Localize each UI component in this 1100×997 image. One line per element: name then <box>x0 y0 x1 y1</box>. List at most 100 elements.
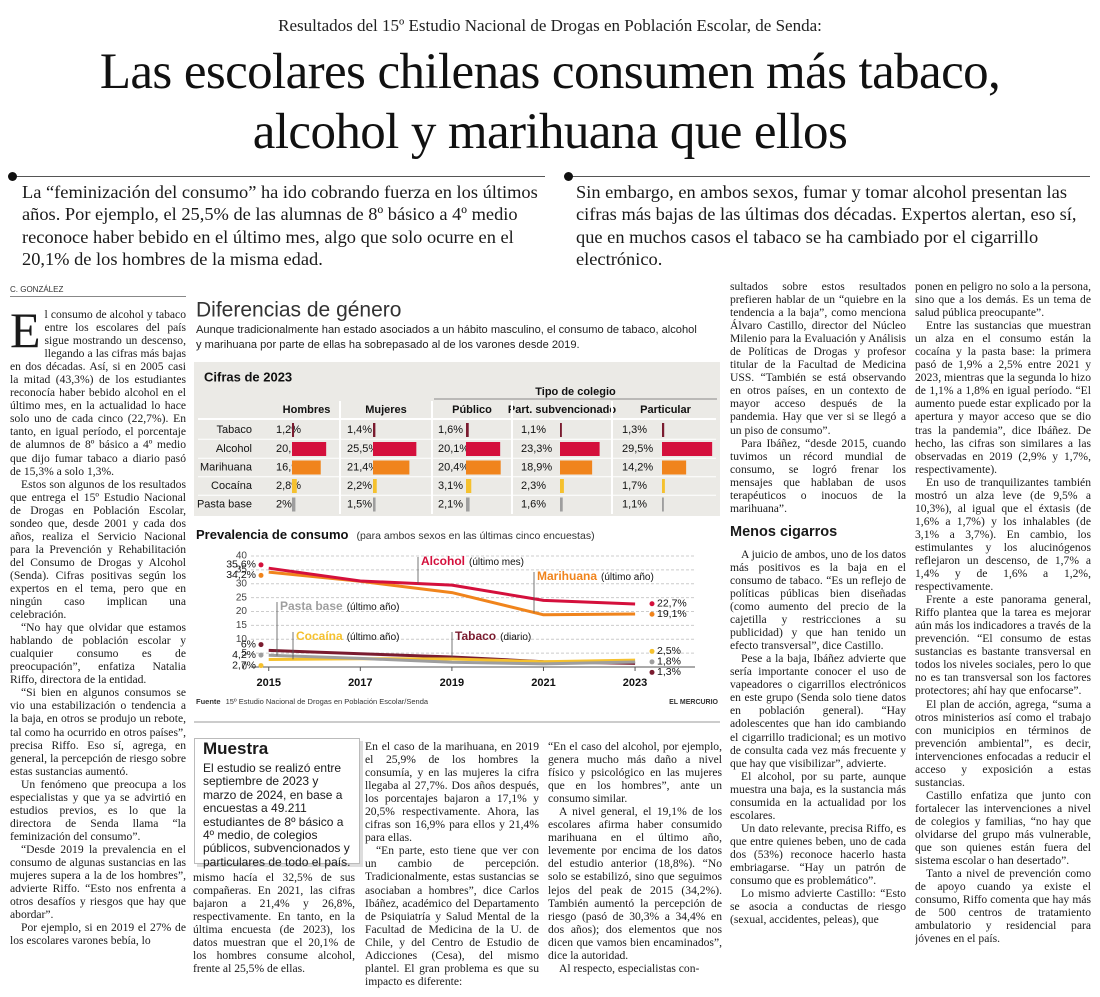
value-label: 1,3% <box>657 666 681 678</box>
article-column: sultados sobre estos resultados prefiere… <box>730 280 906 990</box>
bar <box>560 460 593 475</box>
value-label: 1,5% <box>347 498 372 510</box>
article-column: “En el caso del alcohol, por ejemplo, ge… <box>548 740 722 990</box>
headline: alcohol y marihuana que ellos <box>252 104 848 160</box>
source-label: Fuente <box>196 697 221 706</box>
series-period: (último año) <box>347 632 400 643</box>
paragraph: En el caso de la marihuana, en 2019 el 2… <box>365 740 539 845</box>
label-bullet <box>258 562 264 568</box>
column-header: Hombres <box>283 404 331 416</box>
y-tick-label: 15 <box>236 620 248 631</box>
value-label: 22,7% <box>657 598 687 610</box>
series-name: Tabaco <box>455 629 496 643</box>
label-bullet <box>258 652 264 658</box>
value-label: 2,2% <box>347 480 372 492</box>
column-header: Particular <box>640 404 691 416</box>
value-label: 1,1% <box>521 424 546 436</box>
label-bullet <box>258 572 264 578</box>
series-annotation: Cocaína (último año) <box>296 629 400 643</box>
value-label: 3,1% <box>438 480 463 492</box>
value-label: 21,4% <box>347 461 378 473</box>
chart-title-text: Prevalencia de consumo <box>196 527 349 542</box>
column-header: Part. subvencionado <box>508 404 616 416</box>
paragraph: “Si bien en algunos consumos se vio una … <box>10 686 186 778</box>
bar <box>373 479 377 493</box>
bar <box>560 497 563 512</box>
bar <box>373 497 376 512</box>
paragraph: Lo mismo advierte Castillo: “Esto se aso… <box>730 887 906 927</box>
series-annotation: Alcohol (último mes) <box>421 554 524 568</box>
bar <box>292 479 297 493</box>
value-label: 29,5% <box>622 443 653 455</box>
value-label: 1,6% <box>438 424 463 436</box>
paragraph: El plan de acción, agrega, “suma a otros… <box>915 697 1091 789</box>
article-column: En el caso de la marihuana, en 2019 el 2… <box>365 740 539 990</box>
paragraph: Frente a este panorama general, Riffo pl… <box>915 593 1091 698</box>
paragraph: ponen en peligro no solo a la persona, s… <box>915 280 1091 320</box>
series-line <box>268 566 636 606</box>
label-bullet <box>649 648 655 654</box>
series-period: (último año) <box>601 572 654 583</box>
value-label: 1,8% <box>657 656 681 668</box>
deck: Sin embargo, en ambos sexos, fumar y tom… <box>576 182 1077 269</box>
bar <box>662 460 687 475</box>
value-label: 1,3% <box>622 424 647 436</box>
bar <box>466 479 472 493</box>
value-label: 20,1% <box>438 443 469 455</box>
byline: C. GONZÁLEZ <box>10 285 186 297</box>
paragraph: En uso de tranquilizantes también mostró… <box>915 475 1091 594</box>
bar <box>292 442 327 456</box>
paragraph: Tanto a nivel de prevención como de apoy… <box>915 867 1091 946</box>
bar <box>560 479 564 493</box>
table-title: Cifras de 2023 <box>204 369 292 384</box>
y-tick-label: 20 <box>236 606 248 617</box>
chart-title: Prevalencia de consumo (para ambos sexos … <box>196 527 595 542</box>
bar <box>466 423 469 437</box>
paragraph: Castillo enfatiza que junto con fortalec… <box>915 788 1091 868</box>
paragraph: A juicio de ambos, uno de los datos más … <box>730 547 906 653</box>
row-label: Marihuana <box>200 461 253 473</box>
series-name: Alcohol <box>421 554 465 568</box>
rule <box>568 176 1090 177</box>
label-bullet <box>649 601 655 607</box>
drop-cap: E <box>10 308 41 358</box>
paragraph: Por ejemplo, si en 2019 el 27% de los es… <box>10 921 186 948</box>
sidebar-text: El estudio se realizó entre septiembre d… <box>203 761 351 869</box>
bar <box>292 423 295 437</box>
series-name: Cocaína <box>296 629 343 643</box>
article-column: ponen en peligro no solo a la persona, s… <box>915 280 1091 990</box>
series-line <box>268 653 636 666</box>
value-label: 2,7% <box>232 659 256 671</box>
row-label: Cocaína <box>211 480 253 492</box>
series-line <box>268 657 636 664</box>
value-label: 1,4% <box>347 424 372 436</box>
label-bullet <box>258 642 264 648</box>
row-label: Alcohol <box>216 443 252 455</box>
group-header: Tipo de colegio <box>535 386 616 398</box>
value-label: 1,7% <box>622 480 647 492</box>
deck: La “feminización del consumo” ha ido cob… <box>22 182 538 269</box>
value-label: 1,6% <box>521 498 546 510</box>
bar <box>292 460 321 475</box>
y-tick-label: 25 <box>236 592 248 603</box>
bar <box>373 460 410 475</box>
label-bullet <box>649 659 655 665</box>
y-tick-label: 0 <box>241 662 247 673</box>
graphic-subtitle: Aunque tradicionalmente han estado asoci… <box>196 324 697 351</box>
source-text: 15º Estudio Nacional de Drogas en Poblac… <box>226 697 429 706</box>
paragraph-text: l consumo de alcohol y tabaco entre los … <box>10 308 186 478</box>
series-annotation: Tabaco (diario) <box>455 629 531 643</box>
rule <box>12 176 545 177</box>
bar <box>373 423 376 437</box>
value-label: 2,8% <box>276 480 301 492</box>
series-annotation: Marihuana (último año) <box>537 569 654 583</box>
bar <box>560 442 600 456</box>
value-label: 25,5% <box>347 443 378 455</box>
value-label: 2% <box>276 498 292 510</box>
paragraph: Pese a la baja, Ibáñez advierte que serí… <box>730 652 906 770</box>
value-label: 34,2% <box>226 569 256 581</box>
paragraph: “Desde 2019 la prevalencia en el consumo… <box>10 842 186 922</box>
value-label: 4,2% <box>232 649 256 661</box>
paragraph: El alcohol, por su parte, aunque muestra… <box>730 769 906 822</box>
